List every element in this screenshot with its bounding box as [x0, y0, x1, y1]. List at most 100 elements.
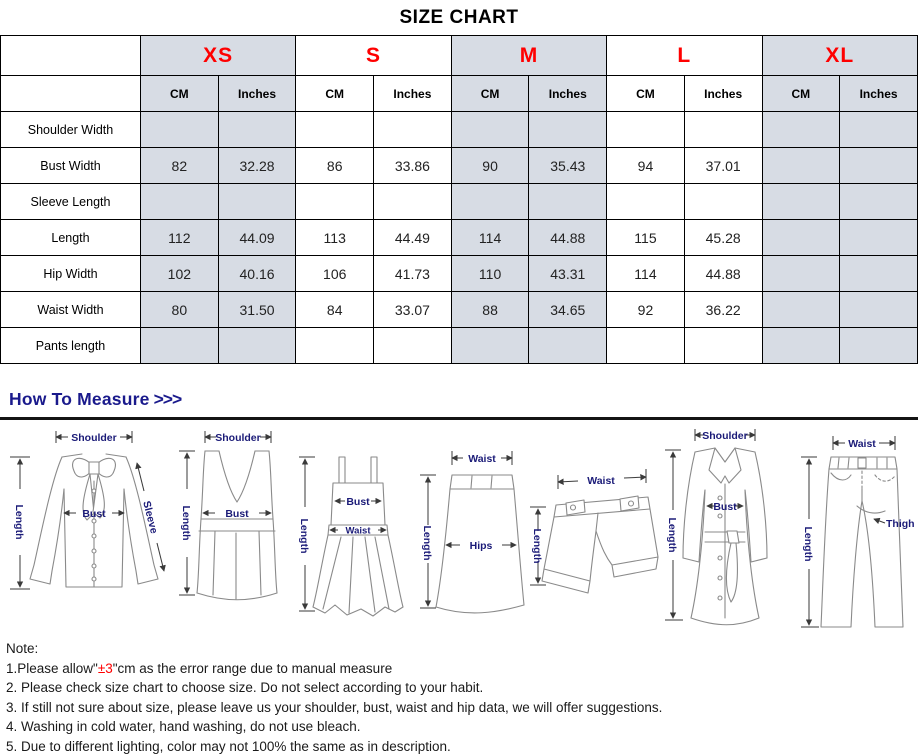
row-label: Hip Width	[1, 256, 141, 292]
unit-header: CM	[141, 76, 219, 112]
size-header-xs: XS	[141, 36, 296, 76]
measure-label-thigh: Thigh	[886, 518, 914, 530]
blouse-diagram: Shoulder Length Bust Sleeve	[4, 427, 174, 627]
unit-header: Inches	[840, 76, 918, 112]
cell	[762, 220, 840, 256]
cell: 94	[607, 148, 685, 184]
cell: 112	[141, 220, 219, 256]
row-label: Bust Width	[1, 148, 141, 184]
page-title: SIZE CHART	[0, 0, 918, 35]
cell: 32.28	[218, 148, 296, 184]
cell	[607, 112, 685, 148]
measure-label-waist: Waist	[468, 453, 496, 465]
pants-diagram: Waist Thigh Length	[789, 431, 914, 636]
cell: 34.65	[529, 292, 607, 328]
measure-label-length: Length	[802, 527, 814, 562]
cell	[607, 184, 685, 220]
measure-label-length: Length	[421, 526, 433, 561]
cell	[296, 184, 374, 220]
cell	[451, 112, 529, 148]
cell: 80	[141, 292, 219, 328]
cell: 31.50	[218, 292, 296, 328]
cell	[218, 328, 296, 364]
cell	[529, 328, 607, 364]
cell	[762, 148, 840, 184]
unit-header: Inches	[684, 76, 762, 112]
cell: 84	[296, 292, 374, 328]
chevrons-icon: >>>	[154, 389, 182, 409]
note-line-2: 2. Please check size chart to choose siz…	[6, 678, 918, 698]
row-label: Length	[1, 220, 141, 256]
note-line-1-prefix: 1.Please allow"	[6, 661, 98, 676]
cell	[840, 292, 918, 328]
cell: 33.07	[374, 292, 452, 328]
cell: 36.22	[684, 292, 762, 328]
cell	[141, 328, 219, 364]
cell: 44.09	[218, 220, 296, 256]
unit-header: Inches	[529, 76, 607, 112]
cell	[141, 184, 219, 220]
cell: 40.16	[218, 256, 296, 292]
shorts-diagram: Waist Length	[528, 465, 660, 625]
cell: 35.43	[529, 148, 607, 184]
strap-dress-diagram: Bust Waist Length	[297, 437, 415, 637]
table-row: Pants length	[1, 328, 918, 364]
cell: 82	[141, 148, 219, 184]
measure-label-length: Length	[180, 506, 192, 541]
cell	[840, 148, 918, 184]
row-label: Sleeve Length	[1, 184, 141, 220]
cell	[762, 256, 840, 292]
cell	[374, 112, 452, 148]
table-row: Waist Width 80 31.50 84 33.07 88 34.65 9…	[1, 292, 918, 328]
measure-label-length: Length	[13, 505, 25, 540]
cell	[374, 328, 452, 364]
cell: 88	[451, 292, 529, 328]
cell: 114	[451, 220, 529, 256]
cell: 113	[296, 220, 374, 256]
note-line-1: 1.Please allow"±3"cm as the error range …	[6, 659, 918, 679]
cell	[141, 112, 219, 148]
measure-label-length: Length	[531, 529, 543, 564]
row-label: Waist Width	[1, 292, 141, 328]
cell: 33.86	[374, 148, 452, 184]
cell	[762, 112, 840, 148]
measure-label-length: Length	[666, 518, 678, 553]
cell	[529, 112, 607, 148]
size-header-m: M	[451, 36, 606, 76]
measure-label-shoulder: Shoulder	[702, 430, 748, 442]
note-line-1-suffix: "cm as the error range due to manual mea…	[113, 661, 392, 676]
size-header-s: S	[296, 36, 451, 76]
cell: 115	[607, 220, 685, 256]
cell	[762, 328, 840, 364]
cell	[451, 184, 529, 220]
cell: 43.31	[529, 256, 607, 292]
cell: 37.01	[684, 148, 762, 184]
cell	[840, 220, 918, 256]
sleeveless-top-diagram: Shoulder Bust Length	[175, 427, 297, 627]
unit-header: CM	[296, 76, 374, 112]
cell	[840, 256, 918, 292]
cell	[684, 328, 762, 364]
cell: 92	[607, 292, 685, 328]
measure-label-shoulder: Shoulder	[71, 432, 117, 444]
corner-cell	[1, 76, 141, 112]
how-to-measure-diagrams: Shoulder Length Bust Sleeve	[0, 420, 918, 632]
cell	[840, 184, 918, 220]
table-row: Shoulder Width	[1, 112, 918, 148]
unit-header: CM	[607, 76, 685, 112]
size-header-l: L	[607, 36, 762, 76]
notes-section: Note: 1.Please allow"±3"cm as the error …	[6, 639, 918, 756]
unit-header: Inches	[374, 76, 452, 112]
unit-header: CM	[762, 76, 840, 112]
cell	[762, 184, 840, 220]
how-to-measure-heading: How To Measure>>>	[9, 389, 918, 410]
row-label: Pants length	[1, 328, 141, 364]
cell: 106	[296, 256, 374, 292]
size-header-xl: XL	[762, 36, 918, 76]
cell	[607, 328, 685, 364]
cell	[296, 112, 374, 148]
cell	[218, 112, 296, 148]
unit-header-row: CM Inches CM Inches CM Inches CM Inches …	[1, 76, 918, 112]
cell: 102	[141, 256, 219, 292]
